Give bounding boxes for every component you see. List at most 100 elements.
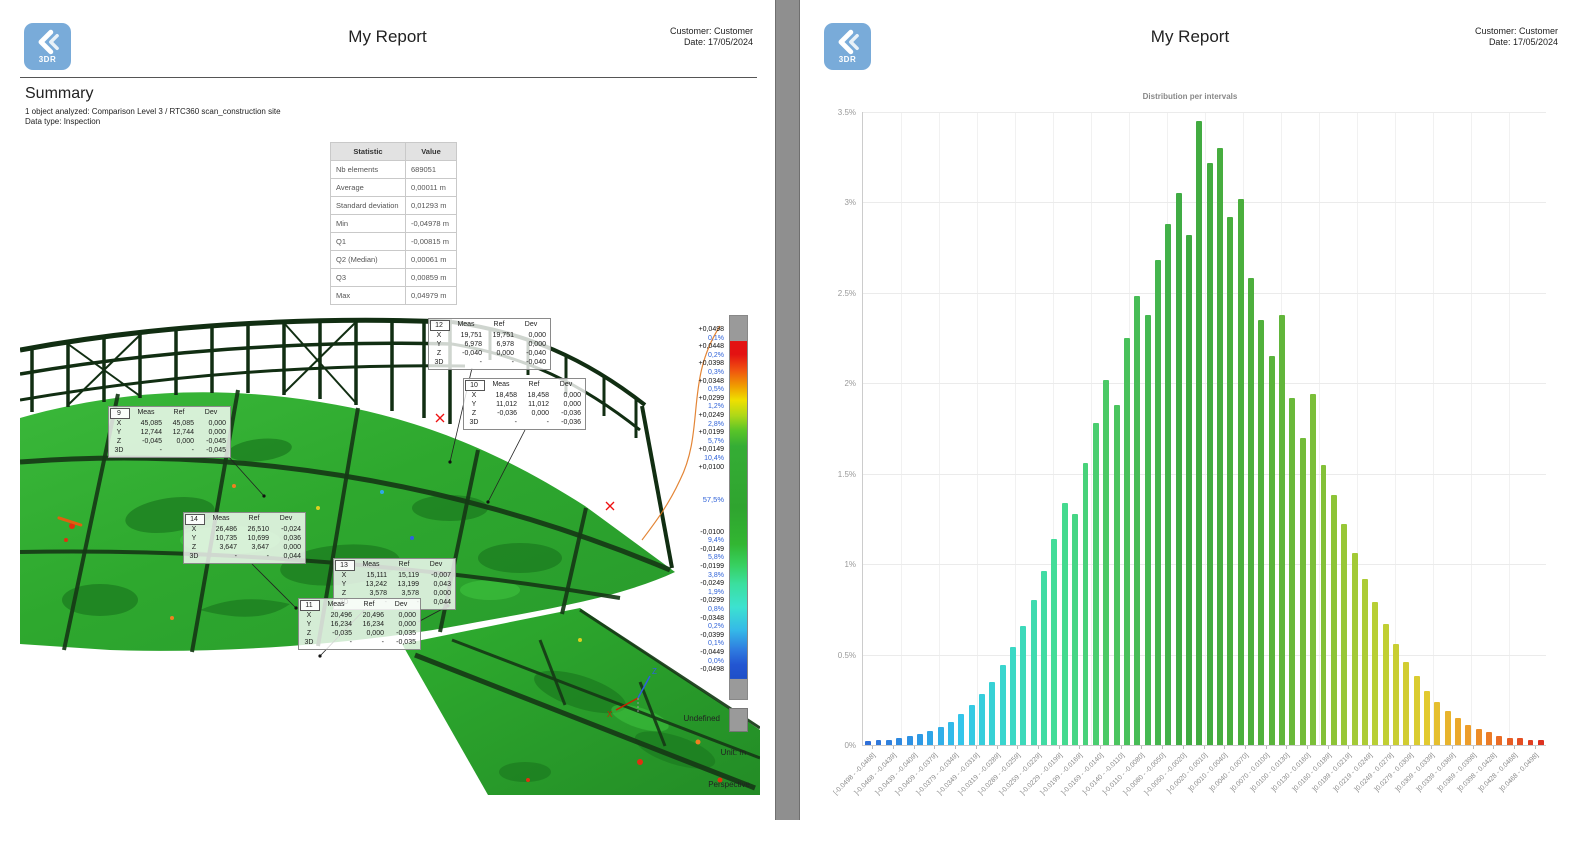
vertical-gridline bbox=[1091, 112, 1092, 745]
histogram-bar bbox=[1186, 234, 1192, 745]
x-tick-mark bbox=[913, 746, 915, 749]
customer-date-block: Customer: Customer Date: 17/05/2024 bbox=[670, 26, 753, 48]
scale-value-label: +0,0348 bbox=[698, 377, 725, 385]
back-to-report-button[interactable]: 3DR bbox=[824, 23, 871, 70]
histogram-bar bbox=[1051, 538, 1058, 745]
callout-layer: 12 Meas Ref Dev X 19,751 19,751 0,000 Y 6,978 6,97… bbox=[20, 310, 760, 795]
logo-text: 3DR bbox=[838, 55, 857, 64]
scale-value-label: -0,0100 bbox=[700, 528, 724, 536]
histogram-bar bbox=[989, 681, 996, 745]
scale-value-label: +0,0100 bbox=[698, 463, 725, 471]
scale-labels: +0,0498 0,1% +0,0448 0,2% +0,0398 0,3% +0,0348… bbox=[660, 326, 725, 675]
histogram-bar bbox=[1289, 397, 1296, 745]
histogram-bar bbox=[885, 739, 892, 745]
histogram-bar bbox=[1217, 148, 1223, 745]
statistics-table: Statistic Value Nb elements 689051 Average… bbox=[330, 142, 457, 305]
page-title: My Report bbox=[348, 27, 427, 46]
stats-table-row: Nb elements 689051 bbox=[330, 160, 457, 179]
histogram-bar bbox=[1382, 623, 1389, 745]
histogram-bar bbox=[1175, 193, 1182, 745]
histogram-bar bbox=[1486, 732, 1493, 745]
histogram-bar bbox=[865, 741, 872, 745]
x-tick-mark bbox=[1265, 746, 1267, 749]
point-x-markers bbox=[435, 413, 615, 511]
x-tick-mark bbox=[1182, 746, 1184, 749]
header-divider bbox=[20, 77, 757, 78]
x-tick-mark bbox=[1410, 746, 1412, 749]
stats-table-row: Min -0,04978 m bbox=[330, 214, 457, 233]
histogram-bar bbox=[1258, 320, 1265, 745]
x-tick-mark bbox=[1017, 746, 1019, 749]
histogram-bar bbox=[1496, 735, 1503, 745]
histogram-bar bbox=[937, 726, 944, 745]
stats-table-row: Q3 0,00859 m bbox=[330, 268, 457, 287]
scale-value-label: +0,0398 bbox=[698, 360, 725, 368]
horizontal-gridline bbox=[863, 112, 1546, 113]
chart-title: Distribution per intervals bbox=[1142, 92, 1238, 101]
histogram-bar bbox=[968, 705, 975, 745]
scale-value-label: -0,0199 bbox=[700, 563, 724, 571]
back-icon bbox=[838, 29, 859, 55]
chart-x-axis-labels: [-0.0498 - -0.0468]]-0.0468 - -0.0439]]-… bbox=[833, 746, 1545, 820]
x-tick-mark bbox=[1162, 746, 1164, 749]
projection-label: Perspective bbox=[708, 780, 750, 789]
scale-percentage-label: 1,9% bbox=[708, 588, 724, 596]
x-tick-mark bbox=[1493, 746, 1495, 749]
histogram-bar bbox=[1020, 625, 1027, 745]
summary-heading: Summary bbox=[25, 85, 94, 102]
histogram-bar bbox=[1361, 578, 1368, 745]
histogram-bar bbox=[1082, 462, 1089, 745]
histogram-bar bbox=[1165, 224, 1172, 745]
histogram-bar bbox=[1424, 690, 1430, 745]
histogram-bar bbox=[1134, 296, 1141, 745]
x-tick-mark bbox=[975, 746, 977, 749]
measurement-callout-11: 11 Meas Ref Dev X 20,496 20,496 0,000 Y 16,234 16,… bbox=[298, 598, 421, 650]
chart-y-axis-labels: 0% 0.5% 1% 1.5% 2% 2.5% 3% 3.5% bbox=[800, 108, 856, 750]
x-tick-mark bbox=[1244, 746, 1246, 749]
scale-percentage-label: 2,8% bbox=[708, 420, 724, 428]
scale-percentage-label: 1,2% bbox=[708, 403, 724, 411]
y-tick-label: 2% bbox=[844, 379, 856, 389]
histogram-bar bbox=[1072, 513, 1079, 745]
horizontal-gridline bbox=[863, 473, 1546, 475]
histogram-bar bbox=[927, 730, 934, 745]
stats-header-value: Value bbox=[405, 142, 457, 161]
y-tick-label: 1.5% bbox=[837, 469, 856, 479]
y-tick-label: 3.5% bbox=[837, 108, 856, 117]
vertical-gridline bbox=[977, 112, 978, 745]
x-tick-mark bbox=[1120, 746, 1122, 749]
stats-table-row: Q1 -0,00815 m bbox=[330, 232, 457, 251]
histogram-bar bbox=[979, 694, 985, 745]
histogram-bar bbox=[1506, 737, 1513, 745]
vertical-gridline bbox=[901, 112, 902, 745]
x-tick-mark bbox=[1224, 746, 1226, 749]
x-tick-label: ]-0.0439 - -0.0409] bbox=[874, 752, 919, 797]
scale-value-label: -0,0149 bbox=[700, 545, 724, 553]
unit-label: Unit: m bbox=[720, 748, 746, 757]
histogram-bar bbox=[1341, 524, 1348, 745]
histogram-bar bbox=[906, 735, 913, 745]
scale-percentage-label: 9,4% bbox=[708, 537, 724, 545]
scale-percentage-label: 0,8% bbox=[708, 606, 724, 614]
x-tick-mark bbox=[1431, 746, 1433, 749]
histogram-bar bbox=[1537, 739, 1544, 745]
date-line: Date: 17/05/2024 bbox=[1488, 37, 1558, 47]
x-tick-mark bbox=[872, 746, 874, 749]
back-to-report-button[interactable]: 3DR bbox=[24, 23, 71, 70]
horizontal-gridline bbox=[863, 564, 1546, 566]
histogram-bar bbox=[1434, 701, 1441, 745]
vertical-gridline bbox=[1357, 112, 1358, 745]
vertical-gridline bbox=[1395, 112, 1396, 745]
scale-percentage-label: 57,5% bbox=[702, 495, 724, 505]
page-title: My Report bbox=[1150, 27, 1230, 46]
histogram-bar bbox=[1455, 717, 1461, 745]
histogram-bar bbox=[1103, 379, 1110, 745]
x-tick-mark bbox=[1472, 746, 1474, 749]
axis-x-label: X bbox=[607, 710, 613, 719]
x-tick-mark bbox=[1079, 746, 1081, 749]
histogram-bar bbox=[1144, 314, 1151, 745]
vertical-gridline bbox=[939, 112, 940, 745]
x-tick-mark bbox=[1058, 746, 1060, 749]
histogram-bar bbox=[1061, 502, 1068, 745]
x-tick-mark bbox=[1369, 746, 1371, 749]
